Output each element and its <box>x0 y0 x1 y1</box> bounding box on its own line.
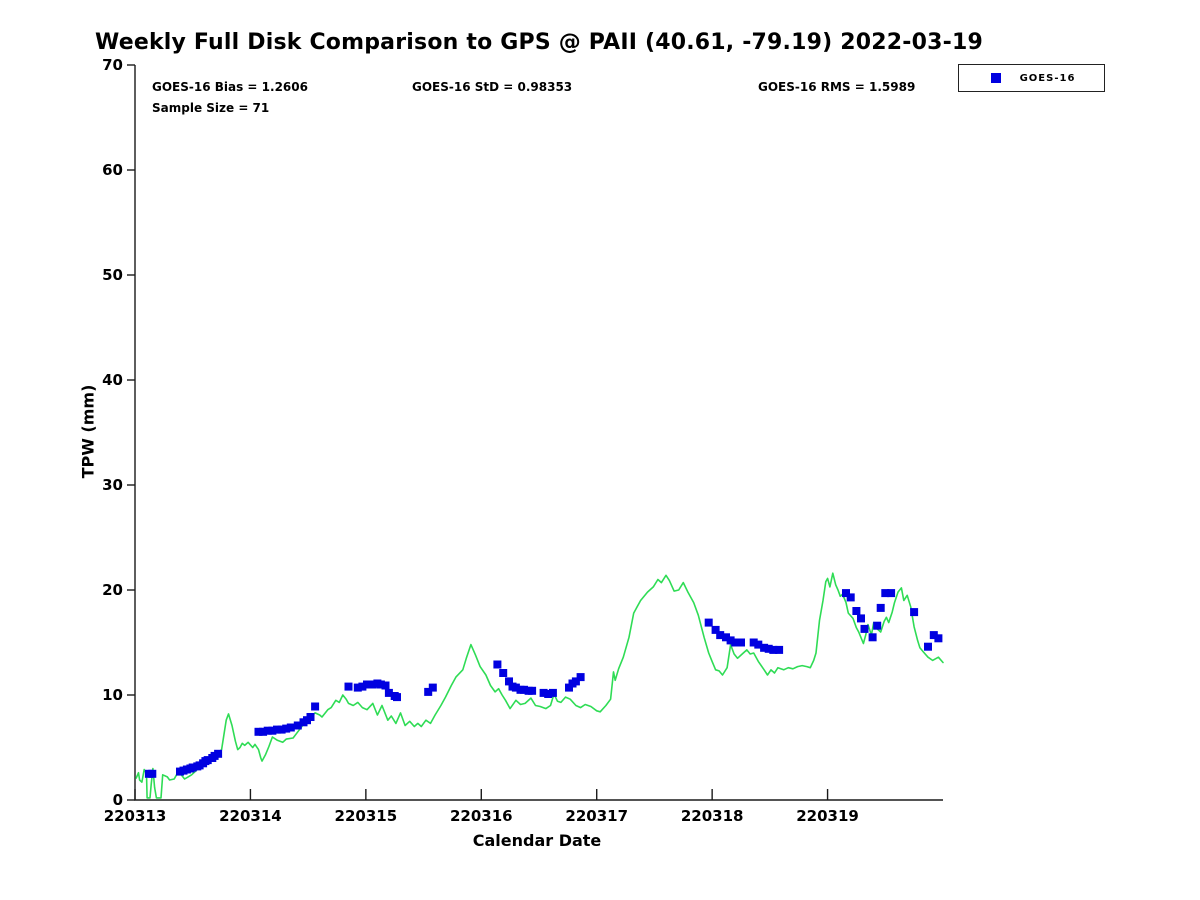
goes16-point <box>381 681 390 690</box>
goes16-point <box>254 727 263 736</box>
x-axis-label: Calendar Date <box>472 831 602 850</box>
goes16-point <box>731 638 740 647</box>
goes16-point <box>565 683 573 692</box>
goes16-point <box>716 631 725 640</box>
goes16-point <box>929 631 938 640</box>
y-tick-label: 20 <box>102 581 123 599</box>
gps-line <box>135 572 944 799</box>
goes16-point <box>576 673 585 682</box>
goes16-point <box>876 603 885 612</box>
goes16-point <box>148 769 157 778</box>
goes16-legend-marker-icon <box>991 73 1001 83</box>
y-tick-label: 30 <box>102 476 123 494</box>
goes16-point <box>505 677 513 686</box>
legend-box: GOES-16 <box>958 64 1105 92</box>
goes16-point <box>722 633 730 642</box>
goes16-point <box>393 693 401 702</box>
x-tick-label: 220314 <box>219 807 282 825</box>
goes16-point <box>571 677 580 686</box>
goes16-point <box>363 680 371 689</box>
goes16-point <box>259 727 268 736</box>
y-tick-label: 60 <box>102 161 123 179</box>
goes16-point <box>704 618 713 627</box>
goes16-point <box>887 589 896 598</box>
goes16-point <box>881 589 890 598</box>
goes16-point <box>499 669 508 677</box>
goes16-point <box>852 607 861 615</box>
x-tick-label: 220316 <box>449 807 513 825</box>
goes16-point <box>273 725 281 734</box>
goes16-point <box>726 636 735 645</box>
goes16-point <box>749 638 758 647</box>
y-axis-label: TPW (mm) <box>78 384 98 479</box>
stat-rms: GOES-16 RMS = 1.5989 <box>758 80 916 94</box>
legend-label: GOES-16 <box>1019 72 1076 84</box>
goes16-point <box>860 624 869 633</box>
x-tick-label: 220315 <box>334 807 398 825</box>
x-tick-label: 220318 <box>680 807 744 825</box>
goes16-point <box>764 644 773 653</box>
y-tick-label: 50 <box>102 266 123 284</box>
stat-bias: GOES-16 Bias = 1.2606 <box>152 80 308 94</box>
goes16-point <box>846 593 855 602</box>
goes16-point <box>511 683 520 692</box>
axis-lines <box>134 65 943 801</box>
goes16-point <box>775 645 784 654</box>
goes16-point <box>293 721 302 730</box>
goes16-point <box>544 690 553 698</box>
goes16-point <box>737 638 745 647</box>
goes16-point <box>376 680 385 689</box>
goes16-point <box>311 702 320 711</box>
x-tick-label: 220313 <box>103 807 167 825</box>
stat-sample-size: Sample Size = 71 <box>152 101 270 115</box>
goes16-point <box>384 688 393 697</box>
goes16-point <box>548 688 557 697</box>
goes16-point <box>528 686 537 695</box>
goes16-point <box>857 614 865 623</box>
goes16-point <box>934 634 943 643</box>
goes16-point <box>760 643 769 652</box>
goes16-point <box>214 749 223 758</box>
x-tick-label: 220319 <box>796 807 859 825</box>
goes16-point <box>868 633 877 642</box>
y-tick-label: 10 <box>102 686 123 704</box>
goes16-point <box>910 608 919 617</box>
stat-std: GOES-16 StD = 0.98353 <box>412 80 573 94</box>
goes16-point <box>203 756 212 765</box>
goes16-point <box>842 589 850 598</box>
goes16-point <box>711 625 720 634</box>
goes16-point <box>873 621 882 630</box>
y-tick-label: 70 <box>102 56 123 74</box>
goes16-point <box>263 726 272 735</box>
goes16-point <box>754 640 763 649</box>
goes16-point <box>539 688 548 697</box>
goes16-point <box>769 645 778 654</box>
goes16-point <box>306 713 315 721</box>
goes16-point <box>188 763 197 772</box>
goes16-point <box>282 724 291 733</box>
chart-title: Weekly Full Disk Comparison to GPS @ PAI… <box>95 30 983 55</box>
goes16-point <box>428 683 437 692</box>
goes16-point <box>344 682 353 691</box>
goes16-point <box>520 685 528 694</box>
goes16-point <box>924 642 932 651</box>
y-tick-label: 0 <box>112 791 123 809</box>
goes16-point <box>368 680 377 689</box>
x-tick-label: 220317 <box>565 807 629 825</box>
goes16-point <box>286 723 295 732</box>
y-tick-label: 40 <box>102 371 123 389</box>
goes16-point <box>493 660 502 669</box>
goes16-point <box>353 683 362 692</box>
goes16-point <box>277 725 286 734</box>
goes16-point <box>268 726 277 735</box>
goes16-point <box>358 682 367 691</box>
goes16-point <box>424 687 433 696</box>
